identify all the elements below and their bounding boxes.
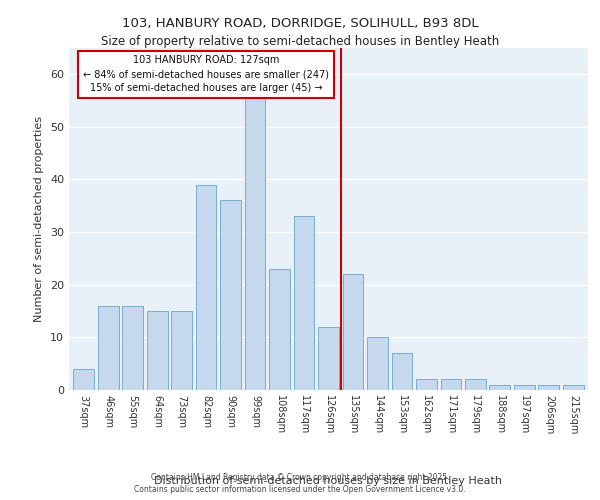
- Text: Size of property relative to semi-detached houses in Bentley Heath: Size of property relative to semi-detach…: [101, 35, 499, 48]
- Bar: [122, 306, 143, 390]
- Bar: [392, 353, 412, 390]
- Text: Contains HM Land Registry data © Crown copyright and database right 2025.
Contai: Contains HM Land Registry data © Crown c…: [134, 472, 466, 494]
- Bar: [440, 380, 461, 390]
- Bar: [245, 90, 265, 390]
- Bar: [196, 184, 217, 390]
- Bar: [416, 380, 437, 390]
- Bar: [465, 380, 486, 390]
- Bar: [73, 369, 94, 390]
- Text: 103 HANBURY ROAD: 127sqm
← 84% of semi-detached houses are smaller (247)
15% of : 103 HANBURY ROAD: 127sqm ← 84% of semi-d…: [83, 56, 329, 94]
- Bar: [563, 384, 584, 390]
- Y-axis label: Number of semi-detached properties: Number of semi-detached properties: [34, 116, 44, 322]
- Bar: [171, 311, 192, 390]
- Bar: [269, 269, 290, 390]
- Bar: [220, 200, 241, 390]
- Bar: [514, 384, 535, 390]
- Bar: [343, 274, 364, 390]
- Bar: [318, 327, 339, 390]
- Bar: [98, 306, 119, 390]
- Text: 103, HANBURY ROAD, DORRIDGE, SOLIHULL, B93 8DL: 103, HANBURY ROAD, DORRIDGE, SOLIHULL, B…: [122, 18, 478, 30]
- Bar: [367, 338, 388, 390]
- Bar: [538, 384, 559, 390]
- Bar: [490, 384, 510, 390]
- Bar: [147, 311, 167, 390]
- X-axis label: Distribution of semi-detached houses by size in Bentley Heath: Distribution of semi-detached houses by …: [155, 476, 503, 486]
- Bar: [293, 216, 314, 390]
